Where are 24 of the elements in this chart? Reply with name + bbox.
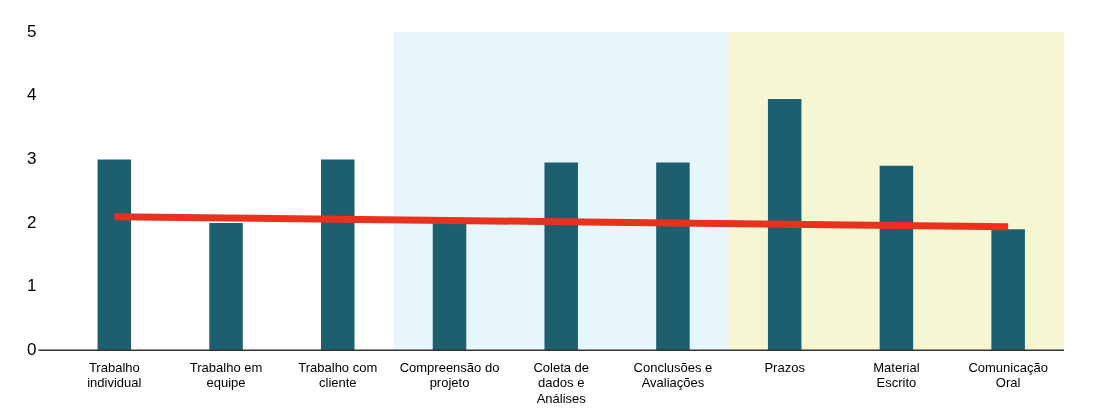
x-tick-label: Compreensão do projeto: [399, 359, 500, 391]
bar: [656, 162, 690, 351]
y-tick-label: 3: [26, 149, 37, 169]
bar: [97, 159, 132, 351]
bar: [767, 98, 802, 351]
y-tick-label: 1: [26, 276, 37, 296]
x-tick-label: Coleta de dados e Análises: [533, 359, 590, 406]
bar: [879, 165, 914, 351]
bar: [432, 223, 467, 351]
x-tick-label: Material Escrito: [873, 359, 920, 391]
x-tick-label: Conclusões e Avaliações: [633, 359, 713, 391]
y-tick-label: 5: [26, 21, 37, 41]
bar: [209, 223, 243, 351]
y-tick-label: 2: [26, 212, 37, 232]
bar: [321, 159, 355, 351]
x-tick-label: Trabalho em equipe: [189, 359, 263, 391]
x-tick-label: Trabalho com cliente: [298, 359, 378, 391]
x-tick-label: Comunicação Oral: [968, 359, 1048, 391]
x-tick-label: Prazos: [764, 359, 806, 375]
x-tick-label: Trabalho individual: [87, 359, 142, 391]
bar: [544, 162, 578, 351]
y-tick-label: 0: [26, 339, 37, 359]
y-tick-label: 4: [26, 85, 37, 105]
bar: [991, 229, 1025, 351]
